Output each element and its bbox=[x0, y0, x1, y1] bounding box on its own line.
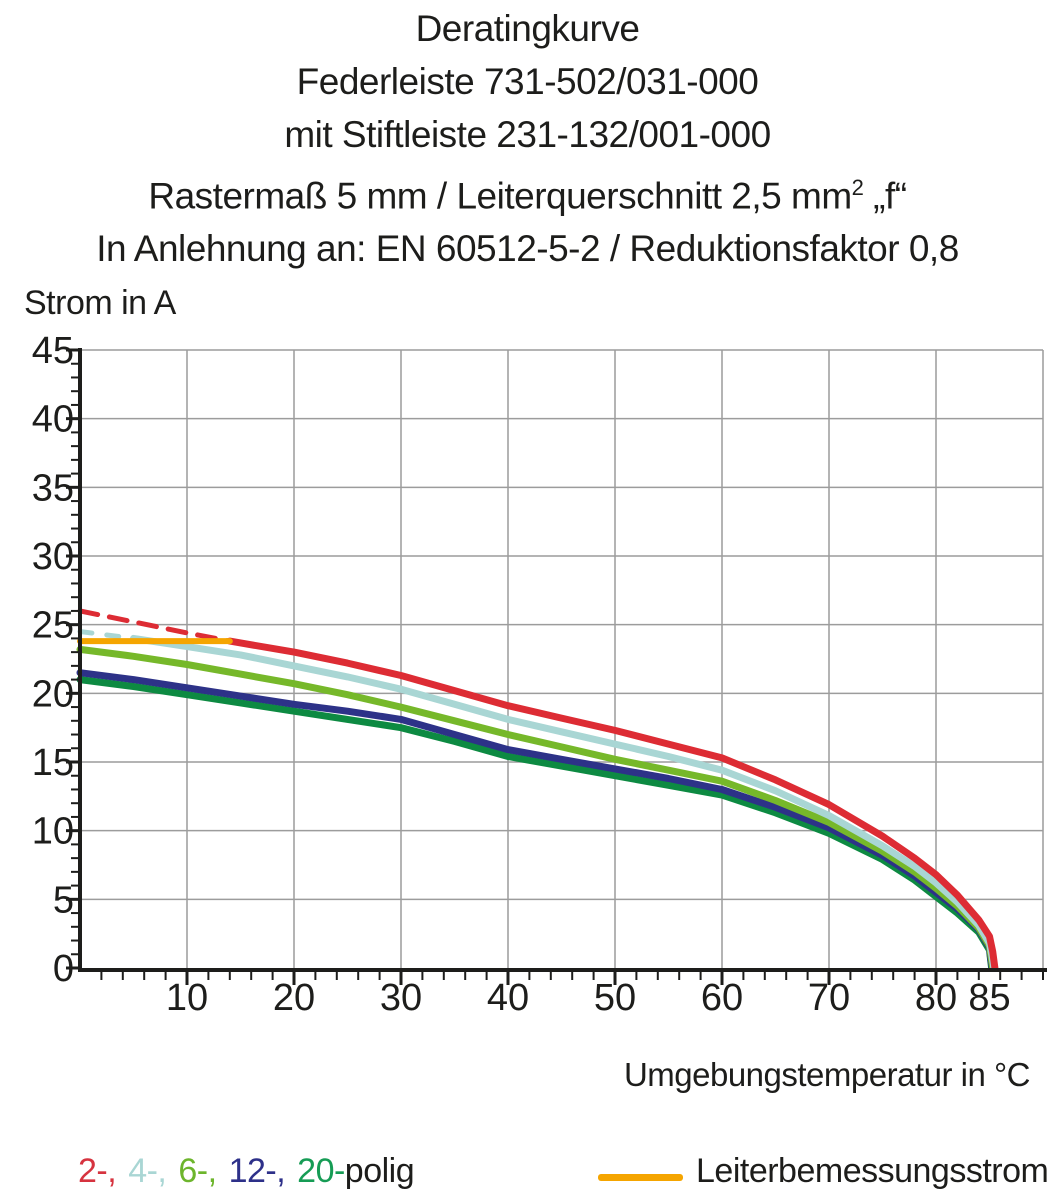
y-tick-label-0: 0 bbox=[53, 948, 74, 990]
chart-title-block: Deratingkurve Federleiste 731-502/031-00… bbox=[0, 2, 1055, 275]
legend-pole-4: 4-, bbox=[128, 1152, 167, 1190]
y-tick-label-40: 40 bbox=[32, 399, 74, 441]
title-line-2: Federleiste 731-502/031-000 bbox=[296, 61, 759, 102]
curve-4-polig bbox=[130, 634, 998, 972]
rated-current-label: Leiterbemessungsstrom bbox=[696, 1152, 1049, 1190]
x-tick-label-50: 50 bbox=[594, 977, 636, 1019]
x-tick-label-85: 85 bbox=[968, 977, 1010, 1019]
y-tick-label-10: 10 bbox=[32, 811, 74, 853]
y-tick-label-25: 25 bbox=[32, 605, 74, 647]
x-tick-label-40: 40 bbox=[487, 977, 529, 1019]
y-tick-label-20: 20 bbox=[32, 673, 74, 715]
y-tick-label-5: 5 bbox=[53, 879, 74, 921]
title-line-3: mit Stiftleiste 231-132/001-000 bbox=[284, 114, 771, 155]
derating-chart-canvas: 10 20 30 40 50 60 70 80 85 0 5 10 15 20 25 30 35 40 45 bbox=[32, 330, 1047, 1019]
y-axis-title: Strom in A bbox=[24, 284, 176, 322]
y-tick-label-15: 15 bbox=[32, 742, 74, 784]
legend-pole-counts: 2-, 4-, 6-, 12-, 20-polig bbox=[78, 1152, 415, 1191]
legend-pole-6: 6-, bbox=[178, 1152, 217, 1190]
curve-2-polig-dashed bbox=[77, 608, 233, 644]
superscript-2: 2 bbox=[851, 175, 864, 200]
x-tick-label-80: 80 bbox=[915, 977, 957, 1019]
x-tick-label-70: 70 bbox=[808, 977, 850, 1019]
legend-pole-suffix: polig bbox=[344, 1152, 415, 1190]
x-tick-label-60: 60 bbox=[701, 977, 743, 1019]
x-tick-label-20: 20 bbox=[273, 977, 315, 1019]
title-line-1: Deratingkurve bbox=[415, 8, 640, 49]
x-axis-title: Umgebungstemperatur in °C bbox=[623, 1056, 1031, 1093]
y-tick-label-30: 30 bbox=[32, 536, 74, 578]
title-line-4: Rastermaß 5 mm / Leiterquerschnitt 2,5 m… bbox=[148, 175, 907, 217]
legend-pole-12: 12-, bbox=[228, 1152, 286, 1190]
x-tick-label-30: 30 bbox=[380, 977, 422, 1019]
y-tick-label-35: 35 bbox=[32, 467, 74, 509]
curve-2-polig bbox=[226, 637, 999, 972]
rated-current-line-swatch bbox=[598, 1174, 683, 1181]
y-tick-label-45: 45 bbox=[32, 330, 74, 372]
title-line-5: In Anlehnung an: EN 60512-5-2 / Reduktio… bbox=[96, 228, 959, 270]
x-tick-label-10: 10 bbox=[166, 977, 208, 1019]
legend-pole-20: 20- bbox=[297, 1152, 345, 1190]
legend-pole-2: 2-, bbox=[78, 1152, 117, 1190]
curve-4-polig-dashed bbox=[77, 629, 136, 641]
